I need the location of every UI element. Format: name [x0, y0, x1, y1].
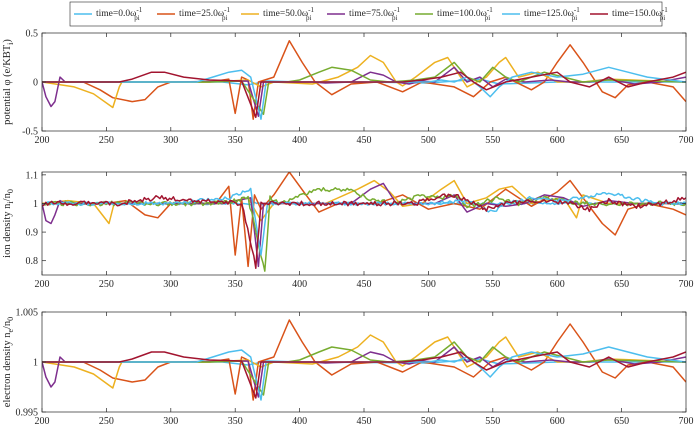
- x-tick-label-ion_density-250: 250: [99, 279, 114, 290]
- x-tick-label-ion_density-650: 650: [614, 279, 629, 290]
- x-tick-label-electron_density-450: 450: [357, 416, 372, 427]
- legend: time=0.0ω-1 pi time=25.0ω-1 pi time=50.0ω-1 p…: [69, 1, 668, 27]
- x-tick-label-electron_density-700: 700: [679, 416, 694, 427]
- series-line-ion_density-t125: [42, 187, 686, 256]
- x-tick-label-potential-650: 650: [614, 135, 629, 146]
- x-tick-label-potential-500: 500: [421, 135, 436, 146]
- series-line-potential-t125: [42, 66, 686, 120]
- y-tick-label-ion_density-1: 1: [33, 199, 38, 210]
- x-tick-label-potential-700: 700: [679, 135, 694, 146]
- panel-potential: 200 250 300 350 400 450 500 550 600 650 700 -0.5 0 0.…: [2, 29, 694, 147]
- x-tick-label-potential-300: 300: [163, 135, 178, 146]
- x-tick-label-ion_density-450: 450: [357, 279, 372, 290]
- y-tick-label-electron_density-1.005: 1.005: [16, 308, 39, 319]
- y-tick-label-potential-0: 0: [33, 78, 38, 89]
- x-tick-label-ion_density-200: 200: [35, 279, 50, 290]
- series-line-ion_density-t150: [42, 193, 686, 269]
- legend-entry-t100: time=100.0ω-1 pi: [415, 6, 493, 22]
- x-tick-label-electron_density-400: 400: [292, 416, 307, 427]
- x-tick-label-potential-550: 550: [485, 135, 500, 146]
- series-line-ion_density-t100: [42, 187, 686, 272]
- legend-entry-t150: time=150.0ω-1 pi: [590, 6, 668, 22]
- x-tick-label-ion_density-550: 550: [485, 279, 500, 290]
- y-tick-label-ion_density-1.1: 1.1: [26, 170, 39, 181]
- legend-entry-t75: time=75.0ω-1 pi: [327, 6, 400, 22]
- x-tick-label-potential-350: 350: [228, 135, 243, 146]
- x-tick-label-ion_density-350: 350: [228, 279, 243, 290]
- axes-box-ion_density: [41, 171, 687, 276]
- x-tick-label-ion_density-300: 300: [163, 279, 178, 290]
- x-tick-label-electron_density-200: 200: [35, 416, 50, 427]
- x-tick-label-electron_density-250: 250: [99, 416, 114, 427]
- legend-entry-t50: time=50.0ω-1 pi: [241, 6, 314, 22]
- x-tick-label-electron_density-650: 650: [614, 416, 629, 427]
- series-line-electron_density-t100: [42, 341, 686, 396]
- legend-entry-t125: time=125.0ω-1 pi: [502, 6, 580, 22]
- x-tick-label-potential-400: 400: [292, 135, 307, 146]
- y-tick-label-ion_density-0.8: 0.8: [26, 256, 39, 267]
- panel-ion_density: 200 250 300 350 400 450 500 550 600 650 700 0.8 0.9 1…: [2, 170, 694, 290]
- legend-label-t0: time=0.0ω-1 pi: [96, 6, 143, 22]
- legend-label-t125: time=125.0ω-1 pi: [524, 6, 580, 22]
- x-tick-label-electron_density-550: 550: [485, 416, 500, 427]
- series-line-electron_density-t75: [42, 346, 686, 398]
- x-tick-label-electron_density-600: 600: [550, 416, 565, 427]
- y-tick-label-ion_density-0.9: 0.9: [26, 228, 39, 239]
- x-tick-label-electron_density-300: 300: [163, 416, 178, 427]
- x-tick-label-potential-250: 250: [99, 135, 114, 146]
- x-tick-label-ion_density-600: 600: [550, 279, 565, 290]
- x-tick-label-potential-200: 200: [35, 135, 50, 146]
- panel-electron_density: 200 250 300 350 400 450 500 550 600 650 700 0.995 1 1…: [2, 308, 694, 428]
- series-line-potential-t100: [42, 61, 686, 116]
- y-tick-label-potential--0.5: -0.5: [22, 127, 38, 138]
- legend-label-t150: time=150.0ω-1 pi: [612, 6, 668, 22]
- legend-entry-t0: time=0.0ω-1 pi: [74, 6, 143, 22]
- series-line-potential-t25: [42, 40, 686, 120]
- series-line-electron_density-t125: [42, 346, 686, 401]
- y-tick-label-potential-0.5: 0.5: [26, 29, 39, 40]
- x-tick-label-ion_density-400: 400: [292, 279, 307, 290]
- panels: 200 250 300 350 400 450 500 550 600 650 700 -0.5 0 0.…: [2, 29, 694, 428]
- legend-label-t50: time=50.0ω-1 pi: [263, 6, 314, 22]
- x-tick-label-potential-450: 450: [357, 135, 372, 146]
- y-axis-label-ion_density: ion density ni/n0: [2, 189, 15, 258]
- series-line-electron_density-t25: [42, 319, 686, 401]
- series-line-potential-t75: [42, 66, 686, 118]
- x-tick-label-ion_density-700: 700: [679, 279, 694, 290]
- y-tick-label-electron_density-0.995: 0.995: [16, 408, 39, 419]
- series-line-potential-t150: [42, 71, 686, 119]
- y-axis-label-potential: potential φ (e/KBTi): [2, 39, 15, 125]
- legend-label-t100: time=100.0ω-1 pi: [437, 6, 493, 22]
- legend-entry-t25: time=25.0ω-1 pi: [157, 6, 230, 22]
- legend-label-t75: time=75.0ω-1 pi: [349, 6, 400, 22]
- y-tick-label-electron_density-1: 1: [33, 358, 38, 369]
- x-tick-label-electron_density-500: 500: [421, 416, 436, 427]
- series-line-electron_density-t150: [42, 351, 686, 399]
- legend-label-t25: time=25.0ω-1 pi: [179, 6, 230, 22]
- y-axis-label-electron_density: electron density ne/n0: [2, 317, 15, 407]
- x-tick-label-electron_density-350: 350: [228, 416, 243, 427]
- x-tick-label-potential-600: 600: [550, 135, 565, 146]
- x-tick-label-ion_density-500: 500: [421, 279, 436, 290]
